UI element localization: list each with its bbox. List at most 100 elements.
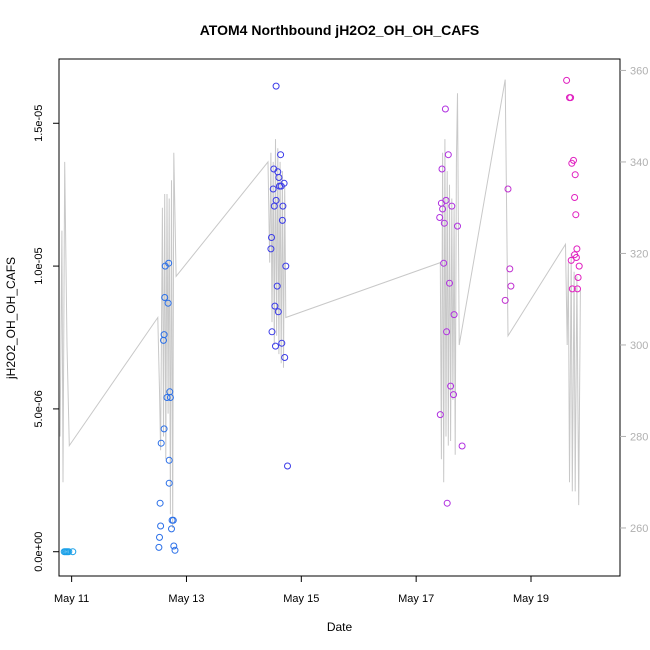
data-point bbox=[442, 196, 450, 204]
data-point bbox=[504, 185, 512, 193]
data-point bbox=[274, 308, 282, 316]
x-tick-label: May 11 bbox=[54, 593, 89, 605]
data-point bbox=[436, 214, 444, 221]
data-point bbox=[272, 82, 280, 90]
data-point bbox=[277, 151, 285, 159]
data-point bbox=[171, 546, 179, 554]
data-point bbox=[443, 499, 451, 507]
data-point bbox=[269, 185, 277, 193]
x-axis: May 11 May 13 May 15 May 17 May 19 bbox=[54, 576, 549, 605]
data-point bbox=[443, 328, 451, 336]
data-point bbox=[273, 282, 281, 290]
data-point bbox=[161, 294, 169, 301]
data-point bbox=[454, 222, 461, 230]
data-point bbox=[571, 171, 579, 179]
y2-tick-label: 340 bbox=[630, 157, 648, 169]
data-point bbox=[501, 296, 509, 304]
y-tick-label: 1.5e-05 bbox=[33, 105, 45, 142]
y2-tick-label: 320 bbox=[630, 248, 648, 260]
data-point bbox=[272, 342, 279, 350]
data-point bbox=[170, 542, 178, 550]
data-point bbox=[444, 151, 452, 159]
data-point bbox=[575, 262, 583, 270]
data-point bbox=[567, 94, 575, 102]
data-point bbox=[507, 282, 515, 290]
y2-tick-label: 360 bbox=[630, 65, 648, 77]
y2-axis: 260 280 300 320 340 360 bbox=[620, 65, 648, 535]
data-point bbox=[156, 533, 163, 541]
data-point bbox=[165, 456, 173, 464]
right-axis-line-layer bbox=[59, 79, 581, 529]
data-point bbox=[568, 285, 576, 293]
y-axis: 0.0e+00 5.0e-06 1.0e-05 1.5e-05 bbox=[33, 105, 59, 572]
data-point bbox=[165, 479, 173, 487]
data-point bbox=[169, 516, 177, 524]
data-point bbox=[280, 179, 288, 187]
y2-tick-label: 300 bbox=[630, 340, 648, 352]
data-point bbox=[165, 259, 173, 267]
y-tick-label: 1.0e-05 bbox=[33, 247, 45, 284]
data-point bbox=[278, 216, 286, 224]
data-point bbox=[441, 105, 449, 113]
data-point bbox=[574, 274, 582, 281]
data-point bbox=[439, 205, 447, 213]
data-point bbox=[160, 331, 168, 339]
data-point bbox=[446, 279, 453, 287]
y-tick-label: 0.0e+00 bbox=[33, 532, 45, 572]
chart-title: ATOM4 Northbound jH2O2_OH_OH_CAFS bbox=[200, 22, 480, 38]
data-point bbox=[278, 339, 286, 347]
data-point bbox=[267, 245, 275, 253]
data-point bbox=[572, 254, 580, 261]
data-point bbox=[160, 425, 168, 433]
data-point bbox=[282, 262, 290, 270]
data-point bbox=[163, 394, 171, 401]
data-point bbox=[450, 311, 458, 319]
data-point bbox=[570, 156, 577, 164]
y2-tick-label: 280 bbox=[630, 431, 648, 443]
data-point bbox=[438, 165, 446, 173]
data-point bbox=[65, 548, 73, 556]
data-point bbox=[436, 411, 444, 419]
data-point bbox=[571, 194, 579, 201]
right-axis-series-line bbox=[59, 79, 581, 529]
x-tick-label: May 15 bbox=[283, 593, 319, 605]
data-point bbox=[272, 196, 280, 204]
data-point bbox=[574, 285, 581, 293]
data-point bbox=[440, 219, 448, 227]
x-tick-label: May 13 bbox=[168, 593, 204, 605]
data-point bbox=[440, 259, 448, 267]
data-point bbox=[284, 462, 291, 470]
data-point bbox=[69, 548, 77, 556]
y-axis-label: jH2O2_OH_OH_CAFS bbox=[4, 257, 18, 380]
data-point bbox=[155, 543, 163, 551]
y2-tick-label: 260 bbox=[630, 523, 648, 535]
data-point bbox=[156, 499, 164, 507]
data-point bbox=[567, 256, 575, 264]
data-point bbox=[448, 202, 456, 210]
plot-frame bbox=[58, 58, 621, 577]
data-point bbox=[270, 202, 278, 210]
data-point bbox=[271, 302, 279, 310]
points-layer bbox=[60, 76, 583, 556]
data-point bbox=[168, 525, 175, 533]
data-point bbox=[279, 202, 287, 210]
y-tick-label: 5.0e-06 bbox=[33, 390, 45, 427]
data-point bbox=[164, 299, 172, 307]
data-point bbox=[157, 522, 165, 530]
data-point bbox=[506, 265, 514, 273]
data-point bbox=[450, 391, 457, 399]
data-point bbox=[268, 234, 275, 241]
data-point bbox=[573, 245, 581, 253]
data-point bbox=[447, 382, 455, 390]
x-axis-label: Date bbox=[327, 620, 353, 634]
x-tick-label: May 17 bbox=[398, 593, 434, 605]
data-point bbox=[458, 442, 466, 450]
data-point bbox=[281, 354, 289, 361]
x-tick-label: May 19 bbox=[513, 593, 549, 605]
data-point bbox=[572, 211, 580, 219]
data-point bbox=[166, 394, 174, 401]
data-point bbox=[157, 439, 165, 447]
data-point bbox=[563, 76, 571, 84]
data-point bbox=[275, 174, 283, 181]
